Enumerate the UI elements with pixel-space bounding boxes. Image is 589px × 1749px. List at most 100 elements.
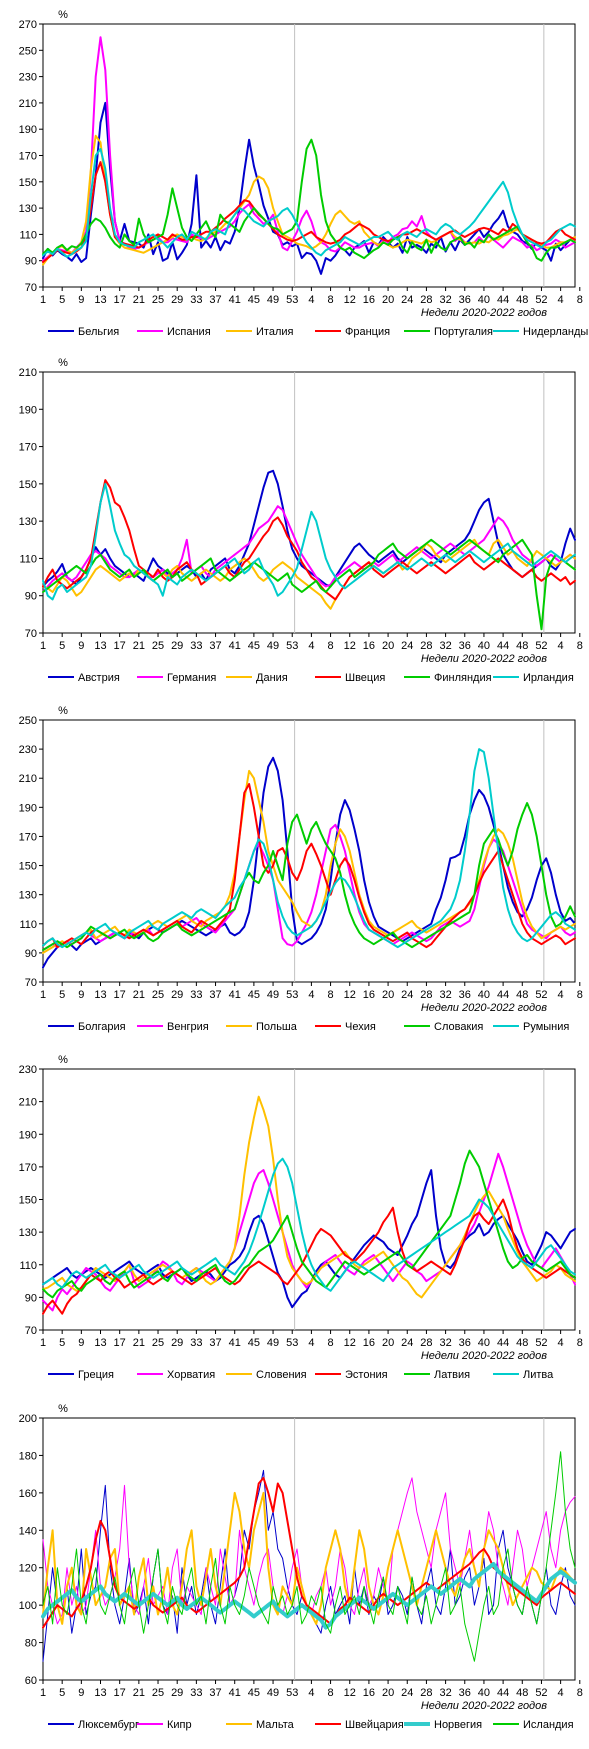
y-tick-label: 170 (19, 831, 37, 843)
legend-label: Франция (345, 326, 390, 338)
x-tick-label: 25 (152, 1337, 164, 1349)
x-tick-label: 20 (382, 1337, 394, 1349)
chart-panel-3: 70 90 110 130 150 170 190 210 230 250% 1 5 9 13 17 21 25… (19, 705, 583, 1033)
x-tick-label: 1 (40, 294, 46, 306)
y-tick-label: 100 (19, 1600, 37, 1612)
x-tick-label: 49 (267, 1687, 279, 1699)
series-line-5 (41, 1562, 577, 1630)
x-tick-label: 5 (59, 1687, 65, 1699)
legend-label: Швейцария (345, 1719, 404, 1731)
x-tick-label: 4 (558, 1687, 564, 1699)
series-line-5 (42, 1149, 576, 1299)
series-line-3 (42, 134, 576, 266)
legend-label: Австрия (78, 672, 120, 684)
x-tick-label: 44 (497, 294, 509, 306)
x-tick-label: 16 (363, 989, 375, 1001)
x-tick-label: 16 (363, 294, 375, 306)
series-line-5 (42, 538, 576, 631)
x-tick-label: 49 (267, 989, 279, 1001)
legend-label: Нидерланды (523, 326, 588, 338)
y-tick-label: 190 (19, 124, 37, 136)
x-tick-label: 40 (478, 1687, 490, 1699)
x-tick-label: 29 (171, 1337, 183, 1349)
x-tick-label: 5 (59, 989, 65, 1001)
y-tick-label: 110 (19, 229, 37, 241)
y-unit-label: % (58, 9, 68, 21)
x-tick-label: 20 (382, 640, 394, 652)
y-tick-label: 70 (25, 628, 37, 640)
y-tick-label: 160 (19, 1488, 37, 1500)
x-tick-label: 48 (516, 294, 528, 306)
y-tick-label: 210 (19, 773, 37, 785)
x-tick-label: 9 (78, 1687, 84, 1699)
legend-label: Люксембург (78, 1719, 139, 1731)
x-tick-label: 48 (516, 1687, 528, 1699)
y-tick-label: 110 (19, 553, 37, 565)
x-tick-label: 4 (558, 1337, 564, 1349)
chart-panel-4: 70 90 110 130 150 170 190 210 230% 1 5 9 13 17 21 25 29 3… (19, 1054, 583, 1381)
y-unit-label: % (58, 1054, 68, 1066)
x-tick-label: 12 (344, 294, 356, 306)
legend-label: Польша (256, 1021, 298, 1033)
x-tick-label: 21 (133, 989, 145, 1001)
x-tick-label: 49 (267, 1337, 279, 1349)
x-tick-label: 21 (133, 640, 145, 652)
x-tick-label: 45 (248, 640, 260, 652)
x-tick-label: 1 (40, 989, 46, 1001)
x-tick-label: 12 (344, 1687, 356, 1699)
x-tick-label: 53 (286, 989, 298, 1001)
y-tick-label: 90 (25, 948, 37, 960)
x-tick-label: 17 (114, 989, 126, 1001)
x-tick-label: 33 (190, 640, 202, 652)
x-tick-label: 8 (328, 1337, 334, 1349)
x-tick-label: 20 (382, 294, 394, 306)
x-tick-label: 1 (40, 1687, 46, 1699)
x-tick-label: 4 (308, 640, 314, 652)
y-tick-label: 130 (19, 203, 37, 215)
x-tick-label: 8 (328, 294, 334, 306)
x-tick-label: 36 (459, 294, 471, 306)
y-tick-label: 250 (19, 715, 37, 727)
x-tick-label: 21 (133, 1687, 145, 1699)
x-tick-label: 41 (229, 989, 241, 1001)
x-tick-label: 45 (248, 989, 260, 1001)
legend-label: Румыния (523, 1021, 569, 1033)
y-tick-label: 110 (19, 1260, 37, 1272)
x-axis-label: Недели 2020-2022 годов (421, 1002, 547, 1014)
x-tick-label: 17 (114, 294, 126, 306)
series-line-6 (42, 1451, 576, 1662)
legend-label: Ирландия (523, 672, 574, 684)
x-tick-label: 4 (558, 294, 564, 306)
y-tick-label: 230 (19, 1064, 37, 1076)
y-unit-label: % (58, 705, 68, 717)
y-tick-label: 150 (19, 177, 37, 189)
legend-label: Венгрия (167, 1021, 209, 1033)
x-tick-label: 28 (420, 640, 432, 652)
y-tick-label: 90 (25, 256, 37, 268)
x-tick-label: 44 (497, 640, 509, 652)
x-tick-label: 17 (114, 1687, 126, 1699)
y-tick-label: 190 (19, 404, 37, 416)
x-tick-label: 8 (577, 1687, 583, 1699)
series-line-4 (42, 161, 576, 263)
x-tick-label: 13 (94, 1337, 106, 1349)
legend-label: Эстония (345, 1369, 388, 1381)
legend-label: Финляндия (434, 672, 492, 684)
x-tick-label: 8 (328, 989, 334, 1001)
x-tick-label: 9 (78, 1337, 84, 1349)
x-tick-label: 41 (229, 294, 241, 306)
x-tick-label: 40 (478, 294, 490, 306)
x-tick-label: 37 (209, 989, 221, 1001)
x-tick-label: 4 (308, 1687, 314, 1699)
legend-label: Греция (78, 1369, 114, 1381)
x-tick-label: 24 (401, 1337, 413, 1349)
plot-area (42, 719, 576, 983)
chart-panel-1: 70 90 110 130 150 170 190 210 230 250 270% 1 5 9 13 17 2… (19, 9, 589, 338)
x-tick-label: 1 (40, 1337, 46, 1349)
x-tick-label: 25 (152, 640, 164, 652)
x-tick-label: 8 (577, 640, 583, 652)
y-tick-label: 150 (19, 861, 37, 873)
x-tick-label: 28 (420, 1337, 432, 1349)
x-tick-label: 40 (478, 1337, 490, 1349)
x-tick-label: 25 (152, 294, 164, 306)
